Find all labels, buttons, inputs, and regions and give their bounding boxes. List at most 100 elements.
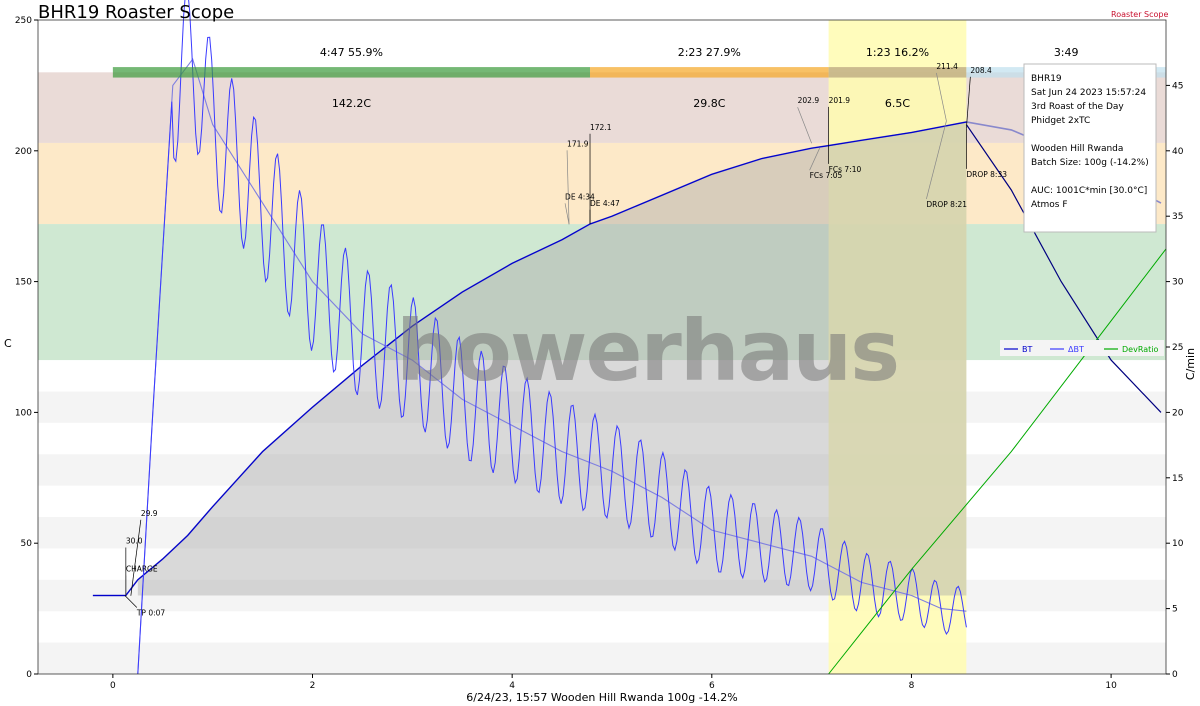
annotation-label: DROP 8:21 [926,200,967,209]
annotation-label: 172.1 [590,123,612,132]
annotation-label: 201.9 [829,96,851,105]
annotation-label: DE 4:47 [590,199,620,208]
y-right-tick-label: 45 [1172,81,1183,91]
info-box-frame [1023,63,1157,233]
annotation-label: DROP 8:33 [966,170,1007,179]
annotation-label: 30.0 [126,537,143,546]
legend: BT ΔBT DevRatio [1000,340,1164,356]
ror-ghost-line [137,58,967,675]
background-stripes [38,391,1166,674]
legend-entry: ΔBT [1068,345,1084,354]
y-right-tick-label: 10 [1172,539,1184,549]
devratio-line [828,248,1167,675]
auc-polygon [137,122,967,596]
stripe [38,579,1166,612]
phase-bar-2 [828,67,967,78]
info-line: AUC: 1001C*min [30.0°C] [1031,186,1147,196]
footer-label: 6/24/23, 15:57 Wooden Hill Rwanda 100g -… [466,691,737,704]
x-tick-label: 0 [110,681,116,691]
brand-label: Roaster Scope [1111,10,1169,19]
annotation-label: 211.4 [936,62,958,71]
annotation-label: 171.9 [567,139,589,148]
x-tick-label: 4 [509,681,515,691]
phase-label-0: 4:47 55.9% [320,46,383,59]
event-annotations: CHARGE 30.0 29.9 TP 0:07 171.9 DE 4:34 172.1 DE… [124,62,1007,618]
annotation-label: FCs 7:05 [810,171,843,180]
legend-entry: DevRatio [1122,345,1158,354]
phase-label-2: 1:23 16.2% [866,46,929,59]
annotation-label: FCs 7:10 [829,165,862,174]
annotation-label: DE 4:34 [565,192,595,201]
band-0 [38,72,1166,143]
annotation-label: 202.9 [798,96,820,105]
y-axis-label-left: C [4,337,12,350]
legend-box [1000,340,1164,356]
info-line: BHR19 [1031,74,1062,84]
phase-label-1: 2:23 27.9% [678,46,741,59]
y-left-tick-label: 150 [15,278,32,288]
annotation-leader [124,595,138,608]
annotation-label: 29.9 [141,509,158,518]
info-line: Phidget 2xTC [1031,116,1090,126]
phase-delta-2: 6.5C [885,97,910,110]
annotation-label: 208.4 [970,66,992,75]
y-right-tick-label: 40 [1172,147,1184,157]
annotation-leader [966,76,971,129]
y-left-tick-label: 0 [26,670,32,680]
finishing-phase-fill [828,20,967,674]
series-lines [92,0,1167,675]
info-box: BHR19 Sat Jun 24 2023 15:57:24 3rd Roast o… [1023,63,1157,233]
y-right-tick-label: 25 [1172,343,1183,353]
watermark: bowerhaus [396,302,898,400]
ror-line [137,0,967,675]
y-right-tick-label: 0 [1172,670,1178,680]
annotation-leader [926,120,947,200]
y-right-tick-label: 5 [1172,605,1178,615]
x-tick-label: 2 [310,681,316,691]
info-line: Wooden Hill Rwanda [1031,144,1123,154]
annotation-leader [797,107,812,144]
x-tick-label: 6 [709,681,715,691]
chart-title: BHR19 Roaster Scope [38,2,234,23]
phase-bar-1 [590,67,829,78]
phase-label-3: 3:49 [1054,46,1079,59]
y-right-tick-label: 35 [1172,212,1183,222]
legend-entry: BT [1022,345,1032,354]
info-line: Batch Size: 100g (-14.2%) [1031,158,1149,168]
post-drop-line [965,124,1162,413]
y-right-tick-label: 20 [1172,408,1184,418]
y-axis-label-right: C/min [1184,348,1197,380]
y-right-tick-label: 15 [1172,474,1183,484]
annotation-leader [936,72,947,122]
band-1 [38,142,1166,225]
annotation-leader [566,150,570,225]
annotation-leader [564,203,570,225]
band-2 [38,224,1166,361]
stripe [38,517,1166,549]
y-left-tick-label: 100 [15,408,32,418]
phase-fills [828,20,967,674]
annotation-label: TP 0:07 [136,609,166,618]
y-left-tick-label: 200 [15,147,32,157]
phase-delta-1: 29.8C [693,97,725,110]
auc-area [137,122,967,596]
annotation-leader [809,148,820,171]
annotation-leader [130,519,142,596]
info-line: Atmos F [1031,200,1068,210]
stripe [38,391,1166,423]
x-tick-label: 10 [1105,681,1117,691]
phase-bar-0 [112,67,591,78]
y-left-tick-label: 50 [21,539,33,549]
y-right-tick-label: 30 [1172,278,1184,288]
phase-delta-0: 142.2C [332,97,371,110]
bt-line [92,121,967,597]
info-line: 3rd Roast of the Day [1031,102,1124,112]
info-line: Sat Jun 24 2023 15:57:24 [1031,88,1146,98]
stripe [38,642,1166,674]
y-left-tick-label: 250 [15,16,32,26]
x-tick-label: 8 [909,681,915,691]
annotation-label: CHARGE [126,565,158,574]
temperature-bands [38,72,1166,361]
